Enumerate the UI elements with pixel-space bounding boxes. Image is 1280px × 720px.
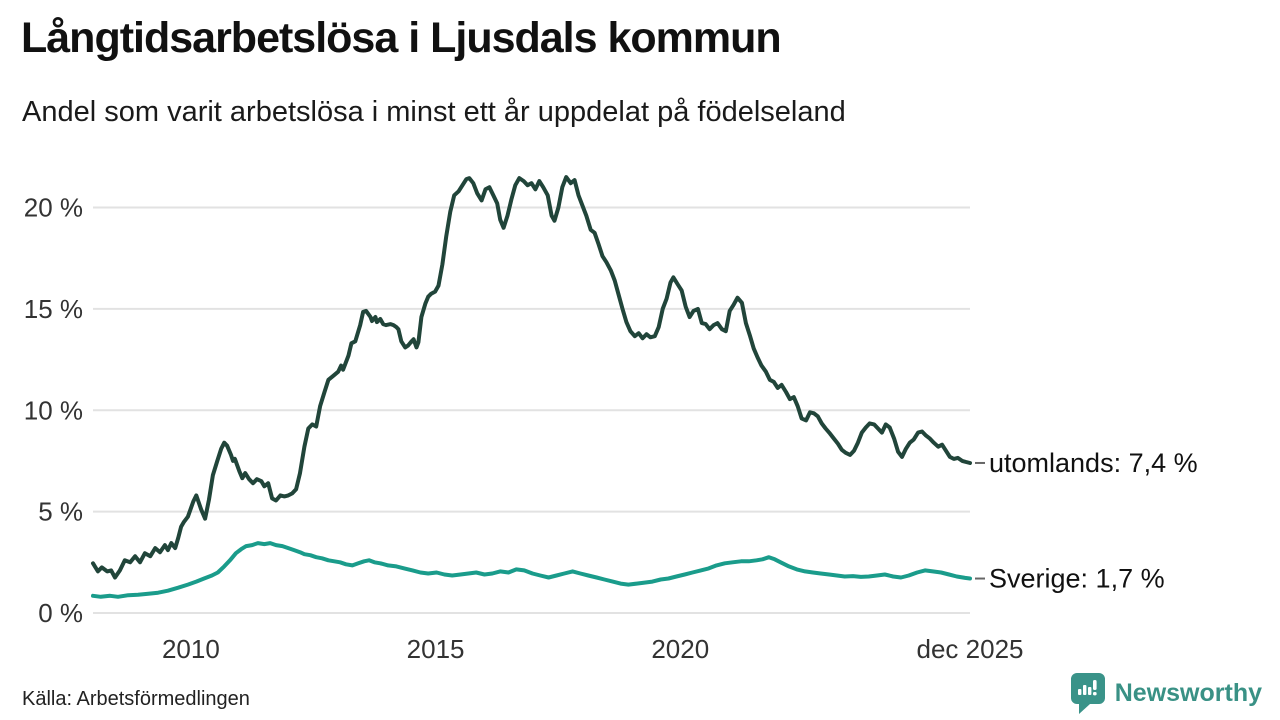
y-tick-label: 5 %	[38, 497, 83, 527]
page-subtitle: Andel som varit arbetslösa i minst ett å…	[22, 96, 846, 128]
y-tick-label: 10 %	[24, 395, 83, 425]
newsworthy-brand-name: Newsworthy	[1114, 678, 1262, 707]
x-tick-label: 2010	[162, 634, 220, 664]
series-line-utomlands	[91, 175, 972, 580]
x-tick-label: 2015	[407, 634, 465, 664]
newsworthy-logo-icon	[1070, 673, 1105, 714]
x-tick-label: 2020	[651, 634, 709, 664]
y-tick-label: 0 %	[38, 598, 83, 628]
series-end-label-utomlands: utomlands: 7,4 %	[989, 448, 1198, 478]
x-tick-label: dec 2025	[917, 634, 1024, 664]
newsworthy-brand-link[interactable]: Newsworthy	[1070, 672, 1262, 714]
series-line-sverige	[91, 541, 972, 599]
y-tick-label: 20 %	[24, 193, 83, 223]
series-end-label-sverige: Sverige: 1,7 %	[989, 564, 1165, 594]
source-attribution: Källa: Arbetsförmedlingen	[22, 688, 250, 710]
y-tick-label: 15 %	[24, 294, 83, 324]
page-title: Långtidsarbetslösa i Ljusdals kommun	[21, 14, 782, 62]
